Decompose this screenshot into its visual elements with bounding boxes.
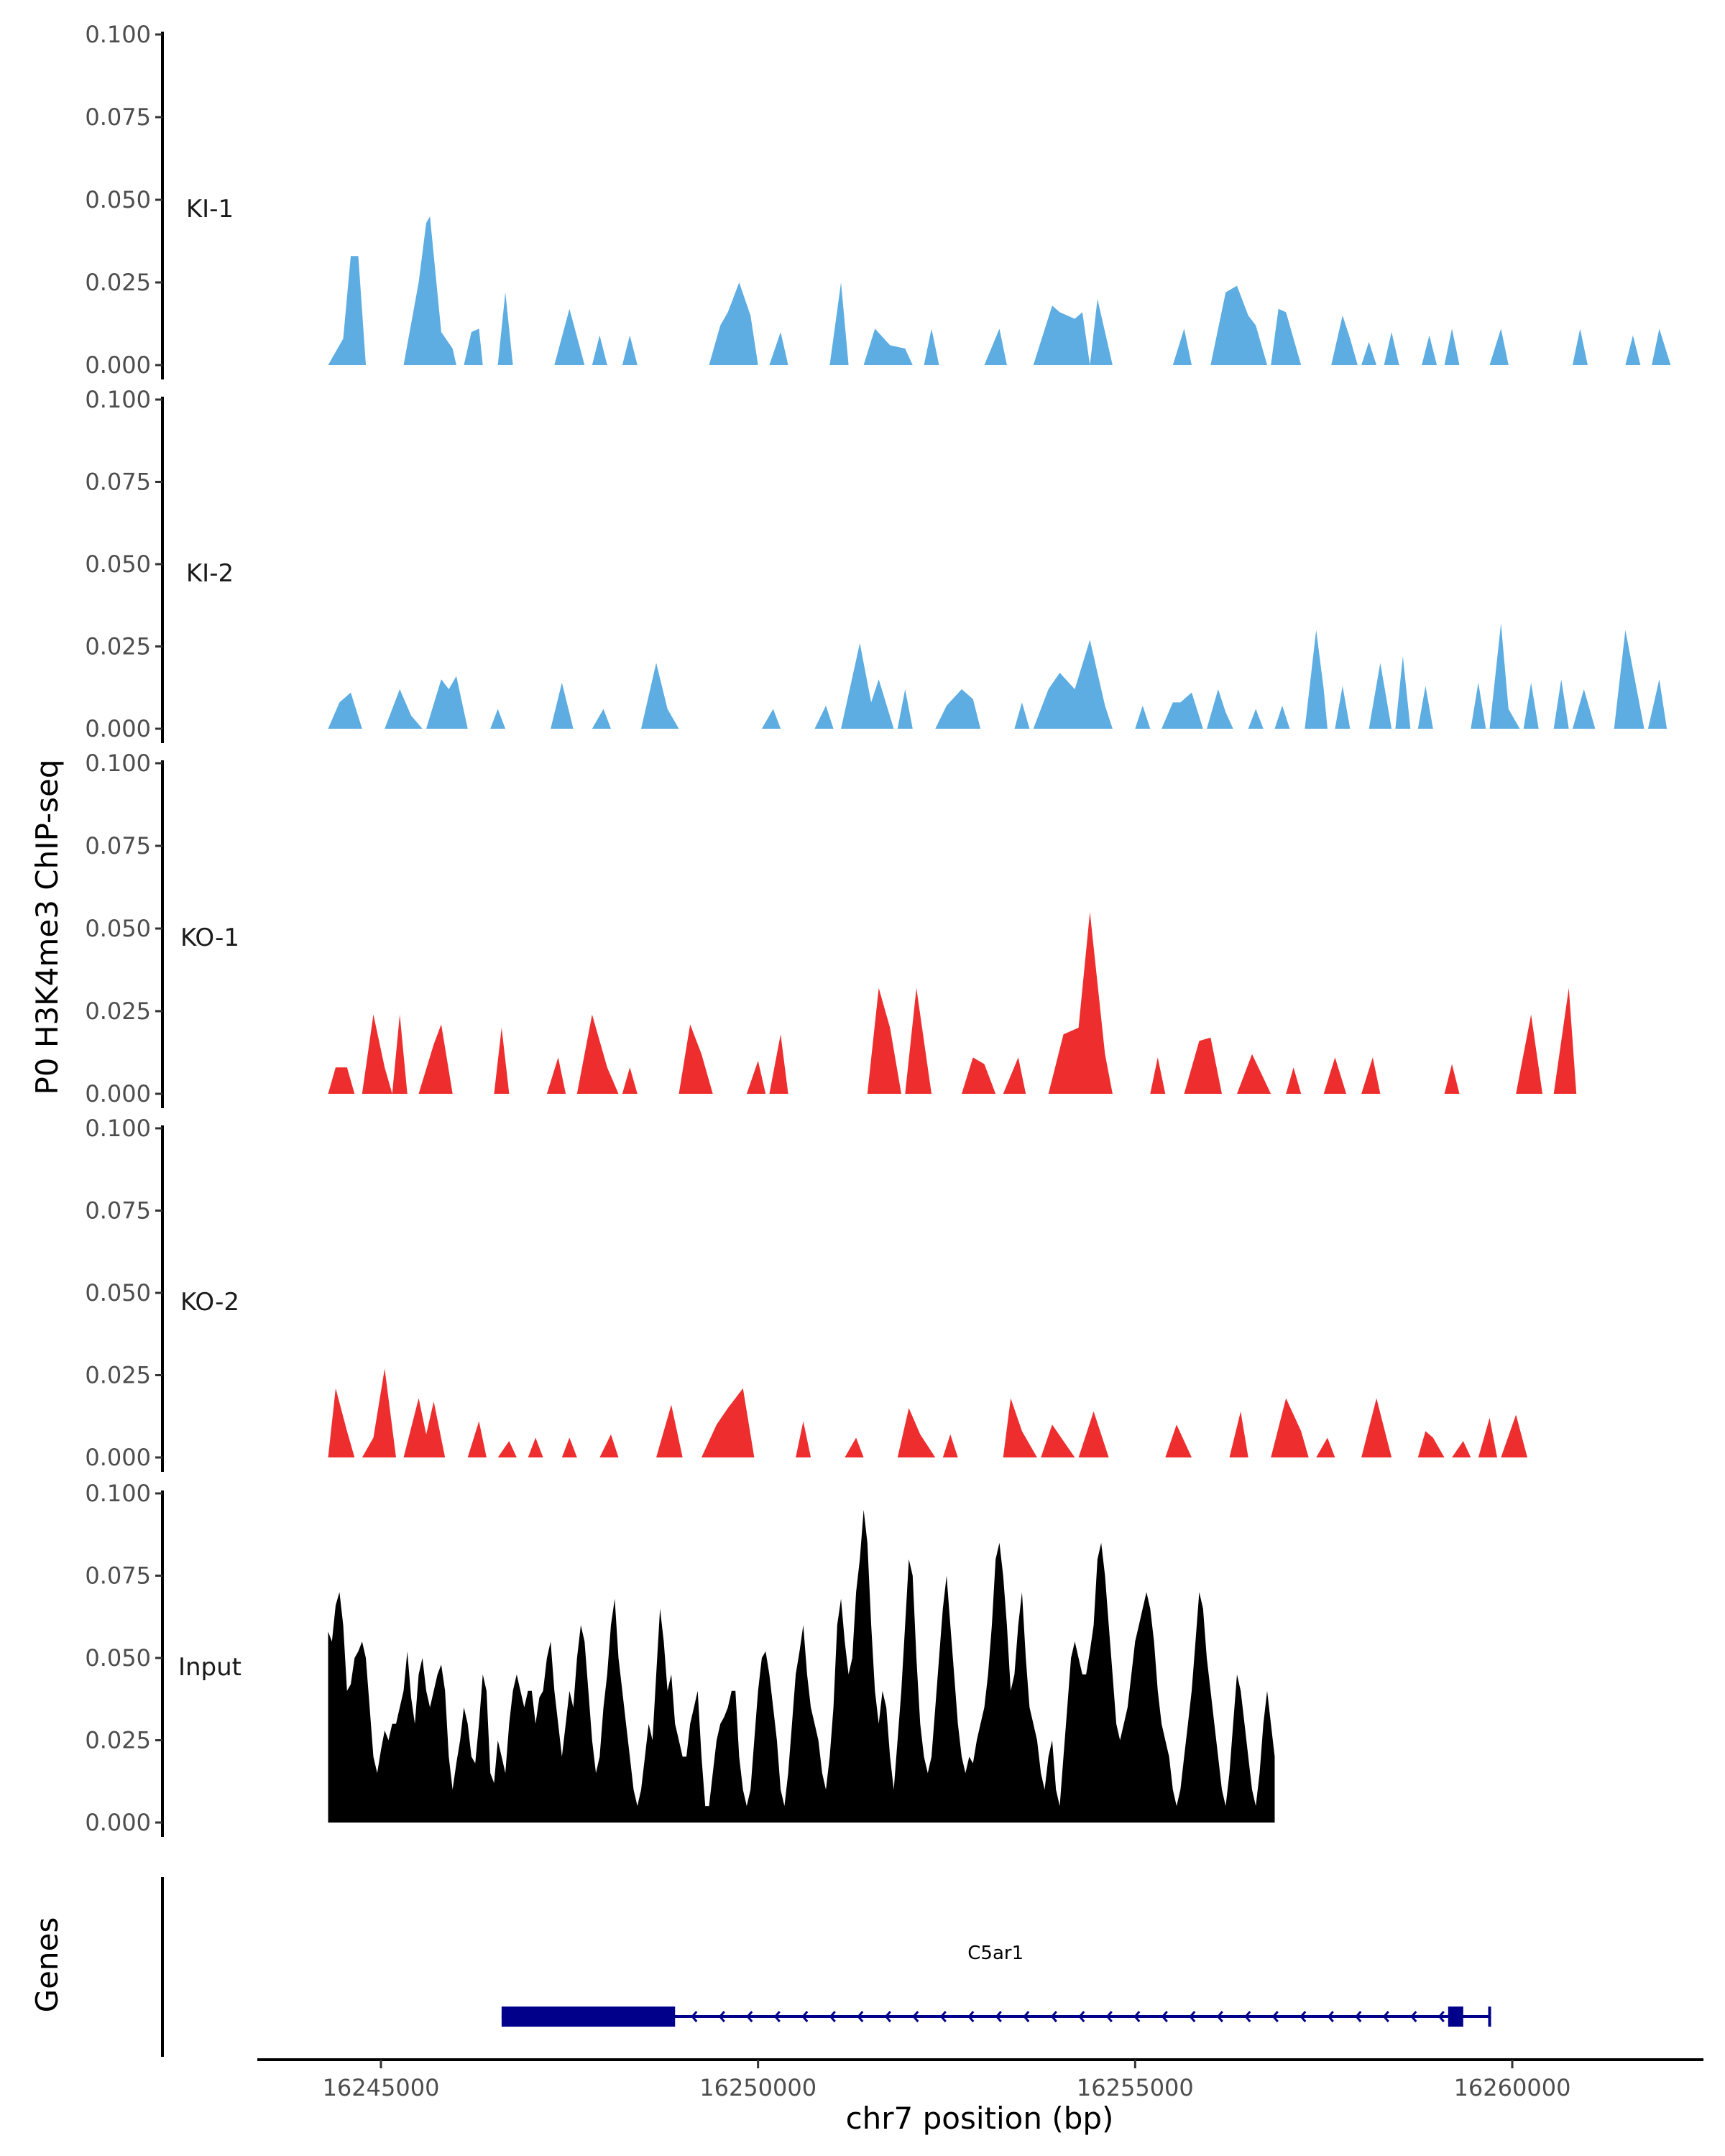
gene-layer: C5ar1 xyxy=(161,1877,1491,2057)
y-tick-label: 0.075 xyxy=(85,469,151,496)
y-tick-label: 0.100 xyxy=(85,1115,151,1142)
gene-strand-arrow xyxy=(995,2011,1002,2022)
gene-exon-block xyxy=(501,2007,676,2027)
track-label: Input xyxy=(178,1653,242,1682)
track-ko-2: 0.000 0.025 0.050 0.075 0.100 KO-2 xyxy=(85,1115,1527,1472)
y-tick-label: 0.025 xyxy=(85,998,151,1025)
x-axis-title: chr7 position (bp) xyxy=(846,2101,1114,2136)
gene-strand-arrow xyxy=(1327,2011,1334,2022)
x-tick-label: 16260000 xyxy=(1454,2074,1571,2101)
gene-exon-block xyxy=(1448,2007,1463,2027)
x-tick-label: 16250000 xyxy=(699,2074,816,2101)
y-tick-label: 0.000 xyxy=(85,351,151,379)
y-tick-label: 0.100 xyxy=(85,1480,151,1507)
track-signal-area xyxy=(328,216,1671,365)
y-tick-label: 0.100 xyxy=(85,386,151,413)
gene-strand-arrow xyxy=(1355,2011,1362,2022)
x-axis: 16245000 16250000 16255000 16260000 xyxy=(257,2058,1703,2101)
track-label: KO-2 xyxy=(180,1288,239,1317)
y-tick-label: 0.025 xyxy=(85,269,151,296)
y-tick-label: 0.000 xyxy=(85,1809,151,1836)
gene-strand-arrow xyxy=(1216,2011,1223,2022)
gene-label: C5ar1 xyxy=(967,1943,1024,1964)
gene-strand-arrow xyxy=(939,2011,947,2022)
gene-strand-arrow xyxy=(1161,2011,1168,2022)
y-tick-label: 0.025 xyxy=(85,1362,151,1389)
track-ki-2: 0.000 0.025 0.050 0.075 0.100 KI-2 xyxy=(85,386,1668,743)
track-ki-1: 0.000 0.025 0.050 0.075 0.100 KI-1 xyxy=(85,21,1671,379)
track-ko-1: 0.000 0.025 0.050 0.075 0.100 KO-1 xyxy=(85,750,1577,1108)
track-signal-area xyxy=(328,1509,1275,1823)
gene-strand-arrow xyxy=(829,2011,836,2022)
gene-strand-arrow xyxy=(718,2011,725,2022)
y-tick-label: 0.050 xyxy=(85,186,151,213)
gene-strand-arrow xyxy=(773,2011,781,2022)
gene-strand-arrow xyxy=(1438,2011,1445,2022)
gene-strand-arrow xyxy=(857,2011,864,2022)
gene-strand-arrow xyxy=(967,2011,975,2022)
track-input: 0.000 0.025 0.050 0.075 0.100 Input xyxy=(85,1480,1275,1837)
y-tick-label: 0.000 xyxy=(85,1444,151,1471)
track-label: KI-1 xyxy=(186,195,234,224)
tracks-layer: 0.0000.0250.0500.0750.100KI-10.0000.0250… xyxy=(85,21,1671,1837)
gene-strand-arrow xyxy=(1410,2011,1417,2022)
gene-strand-arrow xyxy=(1300,2011,1307,2022)
track-signal-area xyxy=(328,912,1577,1094)
track-signal-area xyxy=(328,1368,1527,1457)
gene-strand-arrow xyxy=(1050,2011,1057,2022)
gene-strand-arrow xyxy=(1023,2011,1030,2022)
y-axis-title: P0 H3K4me3 ChIP-seq xyxy=(29,759,65,1095)
gene-strand-arrow xyxy=(1271,2011,1279,2022)
y-tick-label: 0.075 xyxy=(85,103,151,131)
gene-strand-arrow xyxy=(1133,2011,1141,2022)
genes-axis-title: Genes xyxy=(29,1917,65,2013)
y-tick-label: 0.075 xyxy=(85,1197,151,1225)
y-tick-label: 0.000 xyxy=(85,715,151,742)
gene-strand-arrow xyxy=(1105,2011,1113,2022)
track-label: KI-2 xyxy=(186,559,234,588)
y-tick-label: 0.075 xyxy=(85,832,151,860)
y-tick-label: 0.000 xyxy=(85,1080,151,1107)
gene-strand-arrow xyxy=(1382,2011,1389,2022)
x-tick-label: 16255000 xyxy=(1077,2074,1194,2101)
gene-strand-arrow xyxy=(801,2011,809,2022)
y-tick-label: 0.100 xyxy=(85,750,151,777)
y-tick-label: 0.100 xyxy=(85,21,151,48)
track-label: KO-1 xyxy=(180,923,239,952)
gene-strand-arrow xyxy=(1244,2011,1251,2022)
gene-strand-arrow xyxy=(691,2011,698,2022)
x-tick-label: 16245000 xyxy=(323,2074,440,2101)
y-tick-label: 0.050 xyxy=(85,550,151,578)
y-tick-label: 0.050 xyxy=(85,1279,151,1307)
y-tick-label: 0.025 xyxy=(85,633,151,660)
gene-strand-arrow xyxy=(1078,2011,1085,2022)
gene-strand-arrow xyxy=(912,2011,919,2022)
y-tick-label: 0.050 xyxy=(85,915,151,942)
track-signal-area xyxy=(328,623,1668,729)
y-tick-label: 0.025 xyxy=(85,1727,151,1754)
gene-strand-arrow xyxy=(1189,2011,1196,2022)
gene-strand-arrow xyxy=(884,2011,891,2022)
gene-strand-arrow xyxy=(746,2011,753,2022)
y-tick-label: 0.050 xyxy=(85,1644,151,1672)
y-tick-label: 0.075 xyxy=(85,1562,151,1590)
